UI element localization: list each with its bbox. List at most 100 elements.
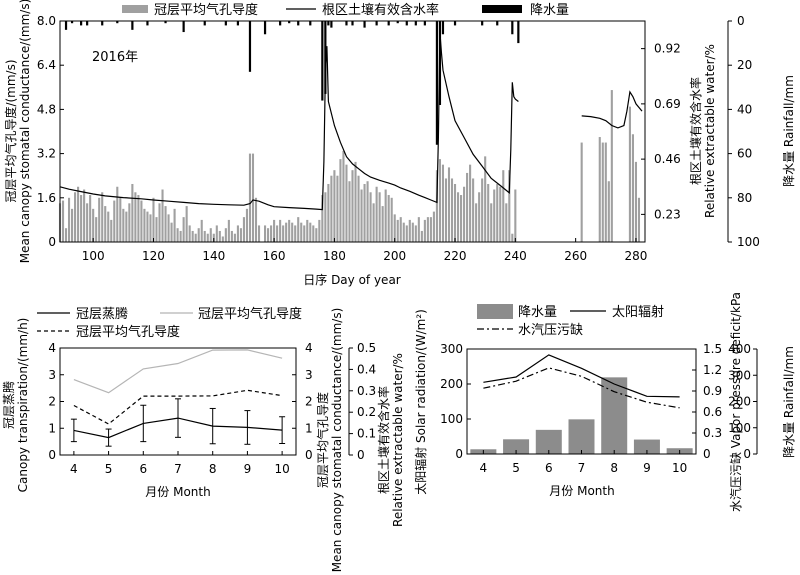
top-conductance-bar [598,137,601,242]
top-conductance-bar [460,195,463,242]
br-legend: 降水量 太阳辐射 水汽压污缺 [477,304,664,338]
br-legend-rain-swatch [477,304,513,319]
top-conductance-bar [502,170,505,242]
top-conductance-bar [514,189,517,242]
top-conductance-bar [321,195,324,242]
top-conductance-bar [378,192,381,242]
bl-y-left-tick-label: 2 [48,395,56,409]
top-conductance-bar [191,230,194,242]
top-y-left-tick-label: 6.4 [37,58,56,72]
top-conductance-bar [182,217,185,242]
top-conductance-bar [601,142,604,242]
top-conductance-bar [297,217,300,242]
top-conductance-bar [450,178,454,242]
top-conductance-bar [188,225,191,242]
top-rainfall-bar [131,21,134,30]
top-conductance-bar [279,219,282,242]
top-conductance-bar [185,206,188,242]
top-conductance-bar [92,208,95,242]
top-rew-segment [581,90,643,129]
top-conductance-bar [203,230,206,242]
top-rainfall-bars [64,21,520,145]
top-conductance-bar [194,233,197,242]
top-conductance-bar [264,225,267,242]
top-conductance-bar [107,211,110,242]
bottom-left-chart: 冠层蒸腾 冠层平均气孔导度 冠层平均气孔导度 4 5 6 7 8 9 10012340123… [1,306,405,572]
top-rainfall-bar [496,21,499,26]
br-y-right1-tick-label: 0.9 [703,384,722,398]
bl-legend-conductance-solid-label: 冠层平均气孔导度 [198,306,302,322]
top-conductance-bar [372,203,375,242]
top-conductance-bar [137,195,140,242]
top-conductance-bar [67,197,71,242]
br-y-right2-label: 降水量 Rainfall/mm [782,346,796,458]
top-rainfall-bar [405,21,408,26]
bl-y-left-tick-label: 3 [48,368,56,382]
bl-x-tick-label: 10 [274,462,289,476]
top-conductance-bar [273,219,276,242]
top-conductance-bar [104,206,107,242]
top-rainfall-bar [351,21,354,26]
top-conductance-bar [291,222,294,242]
top-conductance-bar [634,161,638,242]
top-rainfall-bar [86,21,89,26]
br-x-tick-label: 5 [512,461,520,475]
br-y-right2-tick-label: 0 [743,447,751,461]
top-rainfall-bar [182,21,185,33]
br-y-right2-tick-label: 200 [728,395,751,409]
top-conductance-bar [336,175,339,242]
top-conductance-bar [158,203,161,242]
top-conductance-bar [348,181,351,242]
top-conductance-bar [200,219,203,242]
top-rainfall-bar [279,21,282,26]
top-conductance-bar [402,222,405,242]
top-conductance-bar [466,172,469,242]
top-conductance-bar [306,219,309,242]
top-conductance-bar [119,197,122,242]
top-y-left-tick-label: 1.6 [37,191,56,205]
top-y-right1-label-cn: 根区土壤有效含水率 [688,77,703,185]
top-rainfall-bar [80,21,83,26]
top-conductance-bar [484,156,487,242]
top-y-right1-tick-label: 0.69 [654,97,681,111]
top-conductance-bar [375,186,378,242]
br-y-left-label: 太阳辐射 Solar radiation/(W/m²) [413,309,428,495]
top-legend: 冠层平均气孔导度 根区土壤有效含水率 降水量 [122,2,569,18]
top-rainfall-bar [423,21,426,26]
top-conductance-bar [631,134,634,242]
top-conductance-bar [411,222,414,242]
top-conductance-bar [125,211,128,242]
top-rainfall-bar [387,21,390,26]
br-y-left-tick-label: 300 [440,342,463,356]
top-rainfall-bar [481,21,484,26]
top-conductance-bar [116,186,119,242]
top-conductance-bar [393,214,396,242]
top-conductance-bar [215,225,218,242]
top-rainfall-bar [324,21,327,94]
top-legend-conductance-label: 冠层平均气孔导度 [154,2,258,18]
top-conductance-bar [146,211,149,242]
top-legend-rain-swatch [482,5,522,13]
top-rainfall-bar [101,21,104,26]
top-conductance-bar [122,208,125,242]
top-conductance-bar [324,192,327,242]
top-conductance-bar [197,228,200,242]
top-conductance-bar [212,233,215,242]
top-y-right1-tick-label: 0.92 [654,42,681,56]
top-year-label: 2016年 [92,50,138,65]
top-y-right1-label-en: Relative extractable water/% [703,44,717,218]
top-rainfall-bar [146,21,149,26]
top-conductance-bar [628,106,631,242]
top-conductance-bar [327,183,330,242]
top-y-right1-tick-label: 0.23 [654,207,681,221]
br-y-right1-tick-label: 1.5 [703,342,722,356]
br-rainfall-bar [601,377,628,454]
top-conductance-bar [423,219,426,242]
top-conductance-bar [432,211,435,242]
top-rainfall-bar [297,21,300,26]
br-rainfall-bars [470,377,693,454]
top-x-tick-label: 140 [202,249,225,263]
bl-y-right2-tick-label: 0.3 [357,384,376,398]
br-solar-line [483,354,680,398]
br-legend-vpd-label: 水汽压污缺 [518,323,583,338]
